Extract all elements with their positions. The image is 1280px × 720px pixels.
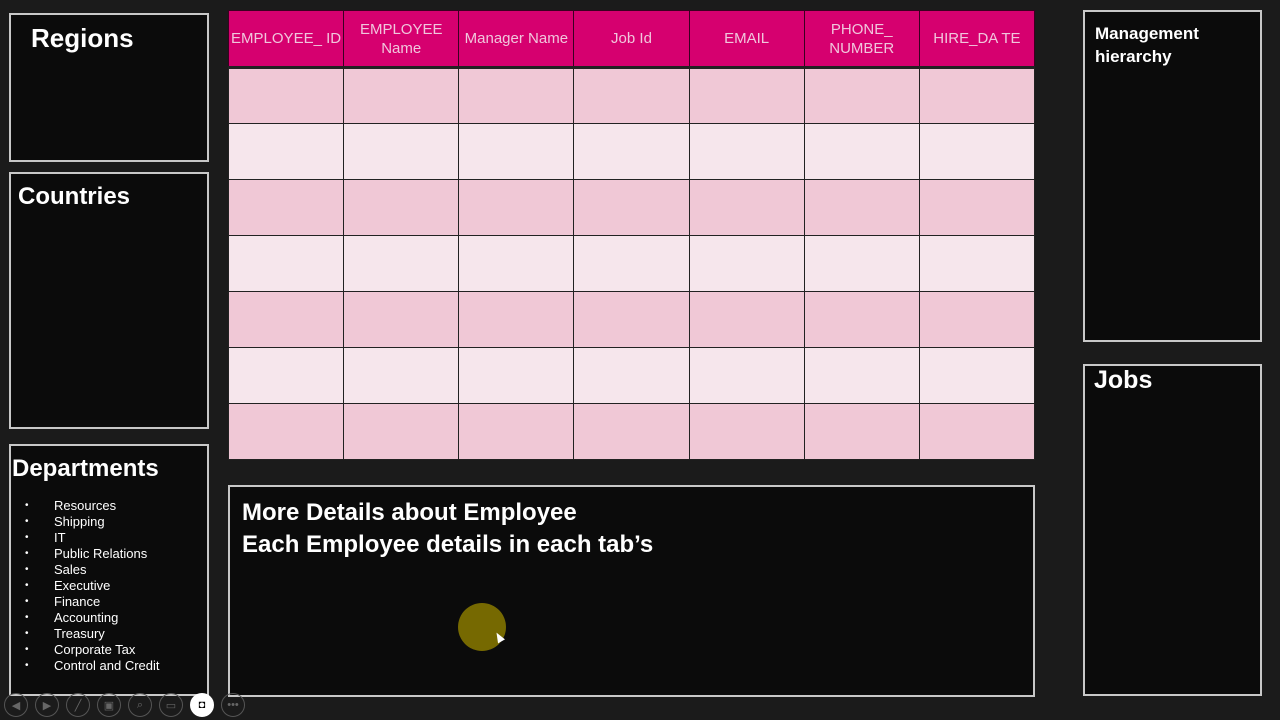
department-item: Corporate Tax [25,642,160,658]
table-cell [688,291,805,348]
department-item: Treasury [25,626,160,642]
table-cell [803,347,920,404]
department-item: Finance [25,594,160,610]
countries-panel: Countries [9,172,209,429]
column-header: EMPLOYEE Name [343,10,460,69]
table-cell [573,123,690,180]
table-cell [573,179,690,236]
table-row [227,67,1036,124]
table-cell [688,347,805,404]
table-cell [458,347,575,404]
table-cell [227,403,345,460]
department-item: Control and Credit [25,658,160,674]
table-row [227,123,1036,180]
cursor-highlight [458,603,506,651]
table-cell [458,67,575,124]
table-cell [803,403,920,460]
table-cell [573,291,690,348]
table-cell [458,179,575,236]
jobs-panel: Jobs [1083,364,1262,696]
table-cell [343,67,460,124]
table-cell [573,347,690,404]
table-cell [458,123,575,180]
table-cell [918,403,1036,460]
department-item: Executive [25,578,160,594]
table-cell [343,235,460,292]
details-line-1: More Details about Employee [242,499,577,526]
column-header: EMAIL [688,10,805,69]
column-header: EMPLOYEE_ ID [227,10,345,69]
table-cell [688,179,805,236]
table-cell [918,179,1036,236]
table-cell [918,291,1036,348]
column-header: HIRE_DA TE [918,10,1036,69]
countries-title: Countries [18,183,131,210]
table-cell [227,291,345,348]
table-cell [918,347,1036,404]
slides-icon[interactable]: ▣ [97,693,121,717]
table-cell [573,67,690,124]
table-cell [227,67,345,124]
departments-list: ResourcesShippingITPublic RelationsSales… [25,498,160,674]
zoom-icon[interactable]: ⌕ [128,693,152,717]
department-item: Public Relations [25,546,160,562]
table-cell [458,235,575,292]
table-cell [227,347,345,404]
table-cell [803,291,920,348]
management-title: Management hierarchy [1095,24,1199,66]
column-header: Manager Name [458,10,575,69]
regions-panel: Regions [9,13,209,162]
column-header: Job Id [573,10,690,69]
jobs-title: Jobs [1094,366,1153,394]
pen-icon[interactable]: ╱ [66,693,90,717]
department-item: Accounting [25,610,160,626]
department-item: Sales [25,562,160,578]
department-item: IT [25,530,160,546]
table-cell [227,235,345,292]
management-hierarchy-panel: Management hierarchy [1083,10,1262,342]
column-header: PHONE_ NUMBER [803,10,920,69]
subtitles-icon[interactable]: ▭ [159,693,183,717]
previous-icon[interactable]: ◀ [4,693,28,717]
regions-title: Regions [31,23,134,53]
table-cell [803,123,920,180]
department-item: Resources [25,498,160,514]
table-cell [918,67,1036,124]
next-icon[interactable]: ▶ [35,693,59,717]
table-row [227,403,1036,460]
table-cell [688,123,805,180]
employee-table: EMPLOYEE_ ID EMPLOYEE Name Manager Name Job… [227,10,1036,460]
table-row [227,179,1036,236]
table-cell [803,67,920,124]
table-cell [573,235,690,292]
table-cell [573,403,690,460]
table-cell [458,291,575,348]
details-line-2: Each Employee details in each tab’s [242,531,654,558]
table-cell [343,291,460,348]
more-icon[interactable]: ••• [221,693,245,717]
departments-panel: Departments ResourcesShippingITPublic Re… [9,444,209,696]
table-cell [688,403,805,460]
table-row [227,291,1036,348]
table-cell [918,123,1036,180]
table-cell [688,235,805,292]
camera-icon[interactable]: ◘ [190,693,214,717]
departments-title: Departments [12,455,159,482]
table-cell [803,235,920,292]
table-cell [227,179,345,236]
department-item: Shipping [25,514,160,530]
table-cell [803,179,920,236]
table-row [227,347,1036,404]
table-cell [458,403,575,460]
details-panel: More Details about Employee Each Employe… [228,485,1035,697]
table-row [227,235,1036,292]
presentation-toolbar: ◀ ▶ ╱ ▣ ⌕ ▭ ◘ ••• [4,693,245,717]
table-cell [343,347,460,404]
table-cell [343,403,460,460]
table-cell [343,123,460,180]
table-cell [343,179,460,236]
table-cell [688,67,805,124]
table-cell [918,235,1036,292]
table-cell [227,123,345,180]
